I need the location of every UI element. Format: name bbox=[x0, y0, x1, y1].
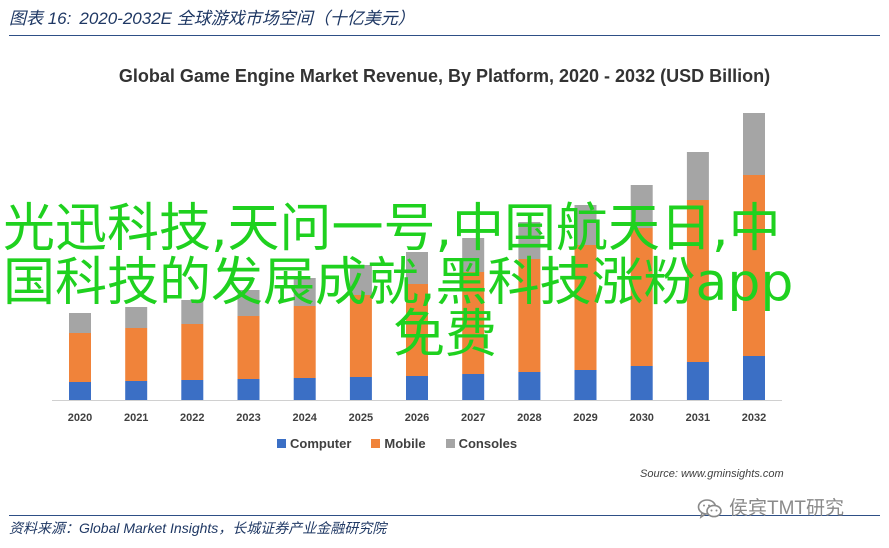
bar-computer-2030 bbox=[630, 366, 653, 400]
x-tick-label: 2021 bbox=[124, 412, 148, 424]
footer-source: 资料来源：Global Market Insights，长城证券产业金融研究院 bbox=[9, 520, 387, 536]
bar-computer-2024 bbox=[293, 378, 316, 400]
bar-mobile-2032 bbox=[743, 175, 765, 356]
bar-computer-2029 bbox=[574, 370, 597, 400]
bar-mobile-2025 bbox=[349, 295, 372, 377]
bar-mobile-2029 bbox=[574, 245, 597, 370]
x-tick-label: 2031 bbox=[686, 412, 710, 424]
chart-title: Global Game Engine Market Revenue, By Pl… bbox=[118, 66, 771, 86]
wechat-icon bbox=[697, 499, 722, 519]
bar-consoles-2025 bbox=[349, 265, 372, 295]
x-tick-label: 2020 bbox=[68, 412, 92, 424]
legend-swatch-computer bbox=[277, 439, 286, 448]
legend-label-mobile: Mobile bbox=[384, 436, 426, 451]
bar-consoles-2032 bbox=[743, 113, 765, 175]
figure-caption: 图表 16: 2020-2032E 全球游戏市场空间（十亿美元） bbox=[9, 8, 415, 30]
bar-computer-2031 bbox=[686, 362, 709, 400]
bar-consoles-2027 bbox=[462, 238, 485, 272]
bar-computer-2021 bbox=[125, 381, 148, 400]
x-tick-label: 2023 bbox=[236, 412, 260, 424]
bar-mobile-2030 bbox=[630, 228, 653, 366]
bar-consoles-2028 bbox=[518, 222, 541, 259]
figure-label: 图表 16: bbox=[9, 9, 72, 28]
x-tick-label: 2029 bbox=[573, 412, 597, 424]
footer-divider bbox=[9, 515, 880, 516]
watermark-text: 侯宾TMT研究 bbox=[729, 498, 845, 519]
x-tick-label: 2032 bbox=[742, 412, 766, 424]
x-tick-label: 2025 bbox=[349, 412, 373, 424]
x-tick-label: 2027 bbox=[461, 412, 485, 424]
bar-computer-2028 bbox=[518, 372, 541, 400]
bar-computer-2032 bbox=[743, 356, 765, 400]
x-tick-label: 2028 bbox=[517, 412, 541, 424]
bar-consoles-2020 bbox=[69, 313, 91, 333]
bar-mobile-2031 bbox=[686, 200, 709, 362]
bar-consoles-2030 bbox=[630, 185, 653, 228]
bar-consoles-2031 bbox=[686, 152, 709, 200]
bar-computer-2023 bbox=[237, 379, 260, 400]
legend-label-computer: Computer bbox=[290, 436, 352, 451]
x-tick-label: 2022 bbox=[180, 412, 204, 424]
legend-item-mobile: Mobile bbox=[371, 436, 426, 451]
legend-label-consoles: Consoles bbox=[458, 436, 518, 451]
bar-computer-2025 bbox=[349, 377, 372, 400]
bar-consoles-2021 bbox=[125, 307, 148, 328]
bar-mobile-2022 bbox=[181, 324, 204, 380]
bar-consoles-2024 bbox=[293, 278, 316, 306]
overlay-text-line-1: 光迅科技,天问一号,中国航天日,中 bbox=[3, 199, 781, 259]
bar-consoles-2022 bbox=[181, 300, 204, 324]
bar-mobile-2021 bbox=[125, 328, 148, 381]
bar-consoles-2026 bbox=[406, 252, 428, 284]
caption-divider bbox=[9, 35, 880, 36]
bar-consoles-2029 bbox=[574, 205, 597, 245]
bar-mobile-2020 bbox=[69, 333, 91, 382]
bar-mobile-2028 bbox=[518, 259, 541, 372]
bar-mobile-2026 bbox=[406, 284, 428, 376]
figure-title: 2020-2032E 全球游戏市场空间（十亿美元） bbox=[79, 9, 415, 28]
legend-item-consoles: Consoles bbox=[445, 436, 518, 451]
overlay-text-line-3: 免费 bbox=[393, 305, 498, 365]
bar-computer-2022 bbox=[181, 380, 204, 400]
bar-consoles-2023 bbox=[237, 290, 260, 316]
x-tick-label: 2024 bbox=[292, 412, 317, 424]
bar-computer-2027 bbox=[462, 374, 485, 400]
watermark: 侯宾TMT研究 bbox=[697, 497, 844, 521]
chart-legend: Computer Mobile Consoles bbox=[277, 436, 537, 451]
x-tick-label: 2030 bbox=[629, 412, 653, 424]
x-tick-label: 2026 bbox=[405, 412, 429, 424]
bar-mobile-2024 bbox=[293, 306, 316, 378]
bar-computer-2020 bbox=[69, 382, 91, 400]
chart-source: Source: www.gminsights.com bbox=[640, 468, 784, 480]
legend-swatch-mobile bbox=[371, 439, 381, 448]
bar-mobile-2023 bbox=[237, 316, 260, 379]
overlay-text-line-2: 国科技的发展成就,黑科技涨粉app bbox=[3, 253, 794, 313]
bar-mobile-2027 bbox=[462, 272, 485, 374]
legend-item-computer: Computer bbox=[277, 436, 351, 451]
bar-computer-2026 bbox=[406, 376, 428, 400]
legend-swatch-consoles bbox=[445, 439, 455, 448]
